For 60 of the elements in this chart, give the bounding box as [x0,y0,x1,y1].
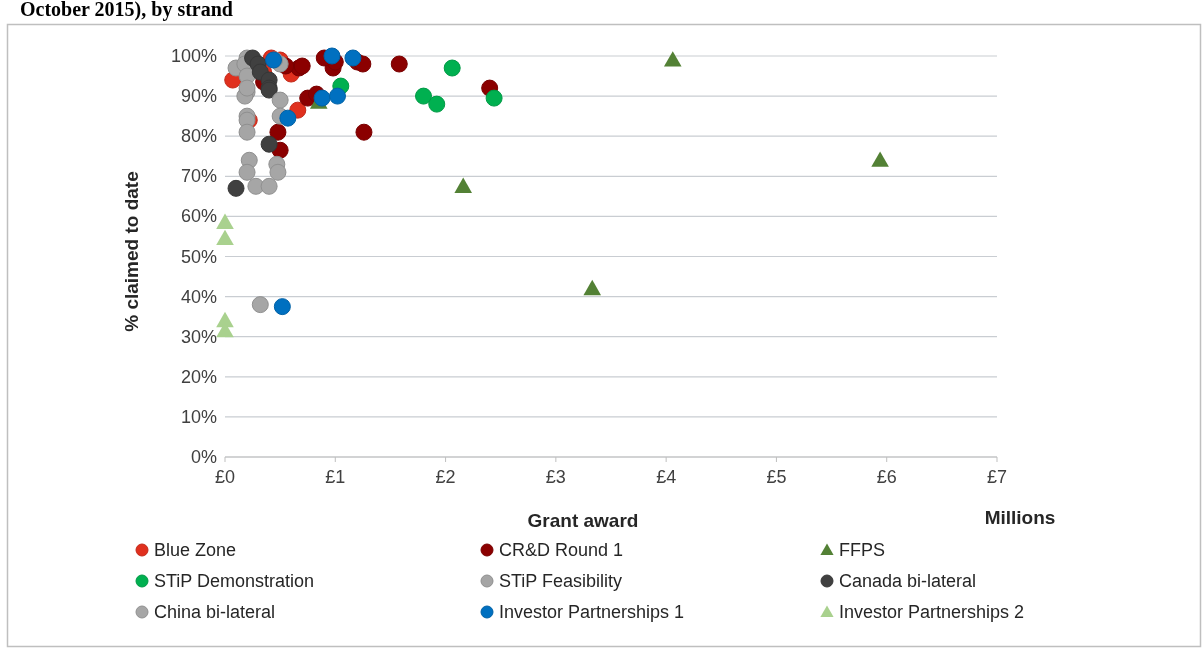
y-tick-label: 40% [180,286,217,307]
y-tick-label: 20% [180,366,217,387]
point [216,229,234,246]
point [238,123,256,141]
point [390,55,408,73]
point [251,296,269,314]
point [323,47,341,65]
legend-label: Canada bi-lateral [839,571,977,591]
x-tick-label: £4 [656,467,677,487]
y-tick-label: 30% [180,326,217,347]
point [328,87,346,105]
y-tick-label: 80% [180,126,217,147]
point [260,177,278,195]
x-tick-label: £3 [545,467,566,487]
x-tick-label: £2 [435,467,456,487]
text: Millions [984,507,1056,528]
y-axis-title: % claimed to date [121,171,142,332]
point [260,135,278,153]
point [238,163,256,181]
point [454,177,473,193]
point [428,95,446,113]
point [269,163,287,181]
y-tick-label: 50% [180,246,217,267]
y-tick-label: 60% [180,206,217,227]
point [273,298,291,316]
point [663,51,682,67]
point [355,123,373,141]
y-tick-label: 90% [180,86,217,107]
y-tick-label: 0% [190,447,217,467]
legend-label: Investor Partnerships 2 [839,602,1025,622]
point [227,179,245,197]
x-axis-title: Grant award [527,510,639,531]
legend-label: FFPS [839,540,886,560]
legend-label: STiP Demonstration [154,571,315,591]
x-tick-label: £5 [766,467,787,487]
chart-title: October 2015), by strand [20,0,233,21]
point [485,89,503,107]
y-tick-label: 10% [180,406,217,427]
point [271,91,289,109]
x-tick-label: £1 [325,467,346,487]
legend-label: STiP Feasibility [499,571,623,591]
point [313,89,331,107]
point [216,213,234,230]
point [871,151,889,167]
point [583,279,602,296]
point [443,59,461,77]
point [269,123,287,141]
point [344,49,362,67]
legend-label: CR&D Round 1 [499,540,624,560]
legend-label: China bi-lateral [154,602,276,622]
y-tick-label: 100% [170,46,217,66]
x-tick-label: £0 [214,467,236,487]
x-tick-label: £7 [986,467,1008,487]
y-tick-label: 70% [180,166,217,187]
point [279,109,297,127]
legend-label: Investor Partnerships 1 [499,602,685,622]
x-tick-label: £6 [876,467,897,487]
point [415,87,433,105]
point [238,79,256,97]
legend-label: Blue Zone [154,540,237,560]
